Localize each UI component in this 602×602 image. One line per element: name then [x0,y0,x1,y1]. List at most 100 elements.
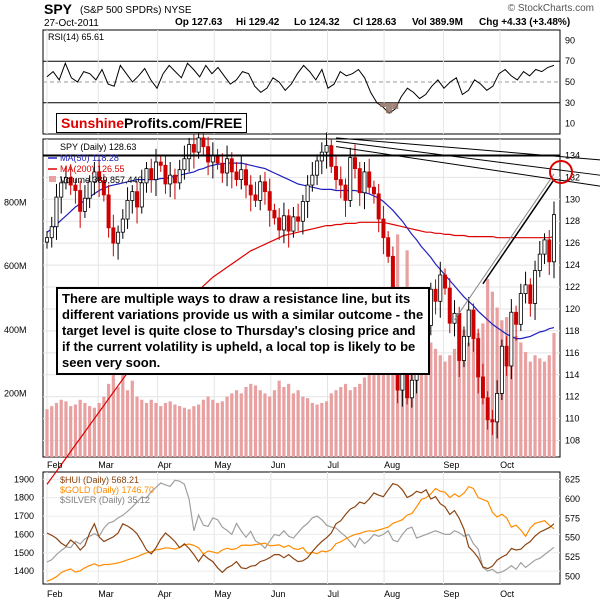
rsi-oversold-fill [386,102,393,114]
resistance-line-1 [335,140,601,176]
volume-bar [443,361,447,457]
candle-body [191,144,196,153]
rsi-tick-label: 50 [565,77,575,87]
candle-body [490,419,495,423]
candle-body [158,161,163,166]
silver-line [46,479,555,574]
candle-body [376,193,381,220]
candle-body [305,184,310,202]
candle-body [409,379,414,399]
candle-body [357,168,362,194]
volume-bar [149,399,153,457]
candle-body [177,169,182,184]
source-label: © StockCharts.com [508,3,594,14]
candle-body [239,169,244,180]
rsi-tick-label: 70 [565,56,575,66]
candle-body [334,166,339,180]
candle-body [523,284,528,295]
candle-body [97,171,102,182]
volume-bar [306,398,310,457]
change-label: Chg +4.33 (+3.48%) [479,17,570,28]
candle-body [466,309,471,337]
ma50-legend: MA(50) 118.28 [60,153,119,163]
candle-body [310,174,315,186]
metals-right-tick: 525 [565,552,580,562]
candle-body [125,200,130,220]
volume-bar [452,348,457,457]
volume-bar [277,380,281,457]
volume-bar [92,407,96,457]
volume-bar [358,383,362,457]
month-label: May [214,460,232,470]
volume-bar [448,355,452,457]
volume-bar [45,409,49,457]
brand-part-2: Profits.com/FREE [124,115,243,131]
price-tick-label: 116 [565,348,579,358]
volume-bar [130,380,134,457]
volume-bar [140,399,144,457]
volume-tick-label: 400M [4,325,27,335]
volume-bar [258,390,262,457]
volume-bar [234,390,239,457]
volume-bar [433,348,438,457]
candle-body [172,174,177,184]
month-label-bottom: Apr [158,589,172,599]
rsi-tick-label: 90 [565,35,575,45]
volume-bar [178,406,182,457]
month-label-bottom: Sep [443,589,459,599]
candle-body [258,181,263,201]
target-circle [549,160,573,184]
candle-body [471,309,476,339]
candle-body [144,168,149,184]
candle-body [367,171,372,188]
candle-body [130,191,135,201]
candle-body [116,231,121,244]
candle-body [244,169,249,186]
price-tick-label: 122 [565,282,580,292]
volume-bar [225,396,229,457]
price-tick-label: 126 [565,238,580,248]
volume-legend: Volume 389,857,440 [60,175,143,185]
candle-body [229,158,234,173]
volume-bar [282,387,286,457]
volume-bar [187,409,191,457]
candle-body [348,157,353,201]
volume-stat-label: Vol 389.9M [412,17,463,28]
month-label-bottom: Mar [98,589,114,599]
metals-left-tick: 1500 [14,548,34,558]
annotation-box: There are multiple ways to draw a resist… [56,287,430,375]
price-tick-label: 130 [565,194,580,204]
candle-body [319,151,324,162]
month-label: Jul [327,460,339,470]
candle-body [73,184,78,191]
candle-body [480,376,485,399]
candle-body [182,158,187,171]
rsi-oversold-fill [392,102,399,110]
volume-bar [490,291,495,457]
volume-bar [73,404,78,457]
volume-bar [377,336,381,457]
volume-bar [552,332,556,457]
volume-bar [159,406,163,457]
month-label-bottom: Aug [384,589,400,599]
volume-bar [173,404,177,457]
price-tick-label: 128 [565,216,580,226]
candle-body [225,158,230,174]
month-label: Feb [47,460,63,470]
candle-body [59,182,64,198]
candle-body [49,226,54,239]
volume-bar [353,387,357,457]
candle-body [111,227,116,244]
volume-bar [220,401,224,457]
volume-bar [168,401,172,457]
volume-bar [514,336,518,457]
volume-bar [301,396,305,457]
volume-bar [372,361,376,457]
low-label: Lo 124.32 [294,17,340,28]
volume-bar [102,396,106,457]
symbol-title: SPY [44,1,73,17]
volume-bar [542,361,547,457]
month-label-bottom: Feb [47,589,63,599]
volume-bar [538,358,542,457]
